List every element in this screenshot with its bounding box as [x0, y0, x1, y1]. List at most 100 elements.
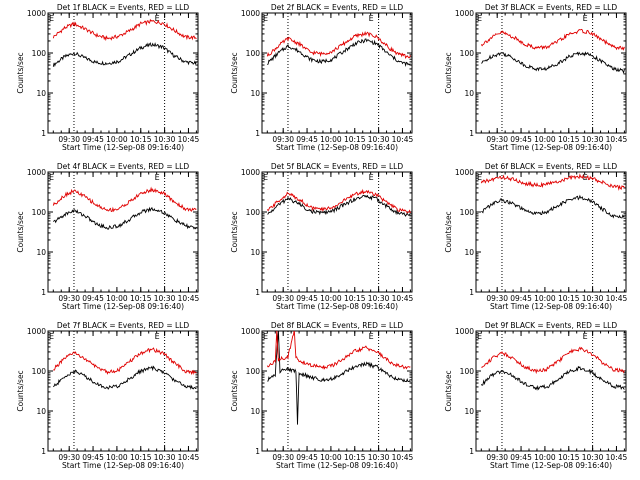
y-tick-label: 1000 — [241, 327, 260, 336]
events-series-line — [267, 331, 411, 425]
event-flag: E — [263, 14, 268, 23]
x-tick-label: 10:00 — [106, 135, 128, 144]
x-tick-label: 09:45 — [510, 294, 532, 303]
y-axis-label: Counts/sec — [444, 211, 453, 252]
x-tick-label: 10:45 — [178, 453, 200, 462]
plot-frame — [47, 171, 199, 293]
chart-panel: Det 3f BLACK = Events, RED = LLD 1 10 100 10… — [444, 3, 627, 152]
x-tick-label: 10:15 — [558, 135, 580, 144]
x-tick-label: 10:00 — [534, 135, 556, 144]
events-series-line — [481, 194, 625, 219]
plot-frame — [261, 330, 413, 452]
event-flag: E — [583, 14, 588, 23]
y-tick-label: 1 — [469, 447, 474, 456]
chart-panel: Det 6f BLACK = Events, RED = LLD 1 10 100 10… — [444, 162, 627, 311]
x-axis-label: Start Time (12-Sep-08 09:16:40) — [276, 302, 398, 311]
x-tick-label: 10:45 — [178, 294, 200, 303]
events-series-line — [480, 365, 625, 391]
x-tick-label: 09:45 — [82, 294, 104, 303]
chart-panel: Det 4f BLACK = Events, RED = LLD 1 10 100 10… — [16, 162, 199, 311]
x-tick-label: 10:00 — [106, 294, 128, 303]
y-tick-label: 10 — [250, 89, 260, 98]
x-tick-label: 10:00 — [534, 453, 556, 462]
lld-series-line — [480, 173, 625, 191]
x-tick-label: 10:15 — [344, 294, 366, 303]
x-tick-label: 10:30 — [154, 135, 176, 144]
chart-title: Det 5f BLACK = Events, RED = LLD — [271, 162, 404, 171]
chart-title: Det 3f BLACK = Events, RED = LLD — [485, 3, 618, 12]
x-tick-label: 10:30 — [582, 294, 604, 303]
lld-series-line — [52, 186, 197, 213]
x-tick-label: 10:15 — [130, 135, 152, 144]
x-tick-label: 10:45 — [606, 453, 628, 462]
y-tick-label: 10 — [464, 407, 474, 416]
y-tick-label: 1000 — [241, 168, 260, 177]
lld-series-line — [53, 347, 197, 376]
x-tick-label: 10:00 — [320, 453, 342, 462]
x-tick-label: 10:45 — [392, 294, 414, 303]
event-flag: E — [369, 14, 374, 23]
chart-panel: Det 2f BLACK = Events, RED = LLD 1 10 100 10… — [230, 3, 413, 152]
x-tick-label: 09:45 — [510, 453, 532, 462]
chart-panel: Det 7f BLACK = Events, RED = LLD 1 10 100 10… — [16, 321, 199, 470]
y-axis-label: Counts/sec — [16, 52, 25, 93]
y-axis-label: Counts/sec — [230, 52, 239, 93]
y-tick-label: 10 — [464, 89, 474, 98]
event-flag: E — [263, 173, 268, 182]
x-tick-label: 10:30 — [582, 453, 604, 462]
x-axis-label: Start Time (12-Sep-08 09:16:40) — [276, 461, 398, 470]
x-tick-label: 09:30 — [58, 453, 80, 462]
y-tick-label: 1 — [41, 447, 46, 456]
event-flag: E — [49, 332, 54, 341]
event-flag: E — [155, 332, 160, 341]
x-axis-label: Start Time (12-Sep-08 09:16:40) — [62, 461, 184, 470]
y-tick-label: 1000 — [455, 9, 474, 18]
y-axis-label: Counts/sec — [16, 370, 25, 411]
lld-series-line — [52, 18, 197, 42]
y-tick-label: 1 — [469, 288, 474, 297]
x-tick-label: 10:15 — [558, 453, 580, 462]
x-tick-label: 10:15 — [130, 294, 152, 303]
x-tick-label: 10:30 — [154, 294, 176, 303]
x-tick-label: 10:15 — [344, 453, 366, 462]
y-tick-label: 100 — [460, 208, 475, 217]
event-flag: E — [49, 14, 54, 23]
x-tick-label: 10:30 — [154, 453, 176, 462]
event-flag: E — [263, 332, 268, 341]
chart-panel: Det 8f BLACK = Events, RED = LLD 1 10 100 10… — [230, 321, 413, 470]
x-tick-label: 10:00 — [534, 294, 556, 303]
y-tick-label: 1 — [469, 129, 474, 138]
x-tick-label: 09:45 — [82, 135, 104, 144]
y-tick-label: 1 — [255, 129, 260, 138]
x-tick-label: 09:45 — [510, 135, 532, 144]
plot-frame — [261, 171, 413, 293]
x-tick-label: 10:00 — [320, 294, 342, 303]
lld-series-line — [266, 331, 411, 370]
y-tick-label: 10 — [36, 407, 46, 416]
plot-frame — [475, 171, 627, 293]
y-tick-label: 10 — [36, 248, 46, 257]
y-tick-label: 10 — [250, 248, 260, 257]
x-tick-label: 09:30 — [272, 294, 294, 303]
y-tick-label: 1 — [41, 288, 46, 297]
chart-title: Det 7f BLACK = Events, RED = LLD — [57, 321, 190, 330]
x-tick-label: 10:30 — [582, 135, 604, 144]
lld-series-line — [480, 28, 625, 51]
x-tick-label: 10:45 — [178, 135, 200, 144]
y-tick-label: 100 — [460, 49, 475, 58]
event-flag: E — [49, 173, 54, 182]
events-series-line — [481, 51, 625, 75]
x-tick-label: 09:30 — [486, 453, 508, 462]
y-tick-label: 1000 — [241, 9, 260, 18]
lld-series-line — [481, 346, 625, 375]
events-series-line — [52, 42, 197, 67]
x-tick-label: 10:15 — [558, 294, 580, 303]
y-tick-label: 1 — [255, 288, 260, 297]
y-tick-label: 100 — [460, 367, 475, 376]
y-axis-label: Counts/sec — [230, 370, 239, 411]
x-axis-label: Start Time (12-Sep-08 09:16:40) — [490, 302, 612, 311]
event-flag: E — [477, 332, 482, 341]
x-tick-label: 10:30 — [368, 294, 390, 303]
lld-series-line — [266, 30, 411, 59]
